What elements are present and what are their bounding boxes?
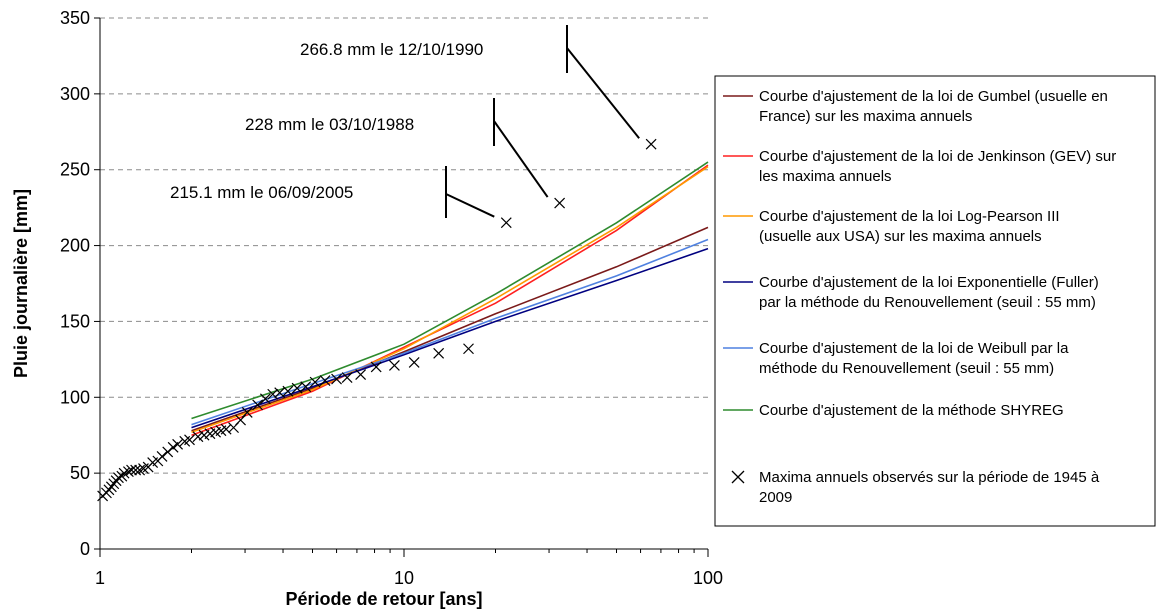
scatter-point bbox=[319, 375, 331, 387]
scatter-point bbox=[162, 446, 174, 458]
legend-entry-5: Courbe d'ajustement de la loi de Weibull… bbox=[759, 340, 1069, 377]
legend: Courbe d'ajustement de la loi de Gumbel … bbox=[714, 75, 1156, 527]
axes: 0 50 100 150 200 250 300 350 1 10 100 Période de re… bbox=[11, 8, 723, 609]
annotation-leader bbox=[566, 47, 640, 139]
scatter-point bbox=[184, 434, 195, 446]
legend-entry-4: Courbe d'ajustement de la loi Exponentie… bbox=[759, 274, 1099, 311]
scatter-point bbox=[156, 451, 168, 462]
legend-box bbox=[714, 75, 1156, 527]
annotation-leader bbox=[445, 193, 495, 218]
series-line-6 bbox=[191, 161, 709, 420]
scatter-point bbox=[241, 407, 253, 418]
scatter-point bbox=[388, 360, 400, 371]
scatter-point bbox=[370, 361, 382, 373]
x-tick-label: 100 bbox=[693, 568, 723, 588]
scatter-point bbox=[341, 372, 353, 383]
series-line-2 bbox=[191, 164, 709, 436]
scatter-point bbox=[192, 431, 204, 443]
scatter-point bbox=[300, 381, 312, 393]
scatter-point bbox=[259, 393, 271, 405]
legend-entry-1: Courbe d'ajustement de la loi de Gumbel … bbox=[759, 88, 1108, 125]
scatter-point bbox=[463, 343, 474, 355]
series-line-3 bbox=[191, 166, 709, 433]
x-tick-label: 1 bbox=[95, 568, 105, 588]
plot-series bbox=[191, 161, 709, 436]
scatter-point bbox=[408, 356, 420, 368]
scatter-point bbox=[433, 347, 445, 359]
series-line-1 bbox=[191, 226, 709, 432]
series-line-4 bbox=[191, 247, 709, 429]
legend-entry-3: Courbe d'ajustement de la loi Log-Pearso… bbox=[759, 208, 1060, 245]
annotation-label: 228 mm le 03/10/1988 bbox=[245, 115, 414, 134]
scatter-point bbox=[500, 217, 512, 229]
scatter-point bbox=[331, 373, 342, 385]
scatter-markers bbox=[97, 138, 657, 502]
annotation-label: 266.8 mm le 12/10/1990 bbox=[300, 40, 483, 59]
y-tick-label: 200 bbox=[60, 236, 90, 256]
legend-entry-6: Courbe d'ajustement de la méthode SHYREG bbox=[759, 402, 1064, 419]
scatter-point bbox=[126, 464, 137, 476]
scatter-point bbox=[252, 399, 264, 411]
y-tick-label: 150 bbox=[60, 311, 90, 331]
y-tick-label: 100 bbox=[60, 387, 90, 407]
legend-scatter-marker bbox=[731, 470, 745, 484]
series-line-5 bbox=[191, 238, 709, 426]
scatter-point bbox=[134, 464, 146, 476]
scatter-point bbox=[645, 138, 657, 150]
y-tick-label: 250 bbox=[60, 160, 90, 180]
grid bbox=[100, 17, 708, 474]
scatter-point bbox=[291, 382, 303, 394]
annotations: 266.8 mm le 12/10/1990 228 mm le 03/10/19… bbox=[170, 25, 640, 218]
y-axis-title: Pluie journalière [mm] bbox=[11, 189, 31, 378]
scatter-point bbox=[235, 414, 246, 426]
scatter-point bbox=[309, 376, 321, 388]
scatter-point bbox=[113, 472, 124, 484]
scatter-point bbox=[172, 438, 184, 450]
y-tick-label: 300 bbox=[60, 84, 90, 104]
scatter-point bbox=[122, 466, 134, 478]
x-tick-label: 10 bbox=[394, 568, 414, 588]
scatter-point bbox=[267, 388, 279, 400]
annotation-leader bbox=[493, 120, 549, 198]
y-tick-label: 50 bbox=[70, 463, 90, 483]
scatter-point bbox=[554, 197, 566, 209]
legend-entry-2: Courbe d'ajustement de la loi de Jenkins… bbox=[759, 148, 1116, 185]
y-tick-label: 0 bbox=[80, 539, 90, 559]
annotation-label: 215.1 mm le 06/09/2005 bbox=[170, 183, 353, 202]
x-axis-title: Période de retour [ans] bbox=[285, 589, 482, 609]
y-tick-label: 350 bbox=[60, 8, 90, 28]
scatter-point bbox=[282, 385, 294, 397]
legend-entry-scatter: Maxima annuels observés sur la période d… bbox=[759, 469, 1100, 506]
scatter-point bbox=[355, 369, 367, 380]
